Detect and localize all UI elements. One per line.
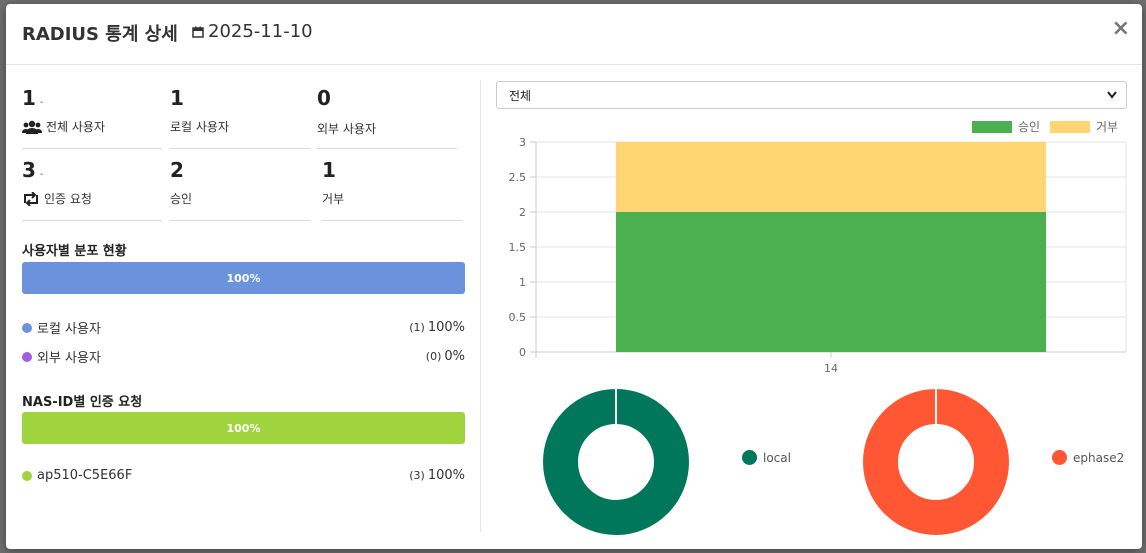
donut-chart-ephase2 (863, 389, 1009, 535)
item-count: (3) (409, 469, 425, 482)
user-dist-bar: 100% (22, 262, 465, 294)
stat-label: 인증 요청 (44, 192, 92, 206)
item-label: 로컬 사용자 (37, 322, 101, 337)
modal-title: RADIUS 통계 상세 (22, 24, 178, 45)
modal-date-text: 2025-11-10 (208, 21, 313, 42)
legend-label: ephase2 (1073, 450, 1125, 465)
stat-label: 외부 사용자 (317, 122, 377, 136)
stat-label: 거부 (322, 192, 345, 206)
donut-legend-ephase2[interactable]: ephase2 (1052, 450, 1124, 465)
stat-suffix: - (39, 169, 44, 180)
stat-value: 0 (317, 86, 331, 110)
bar-legend-approved[interactable]: 승인 (972, 118, 1040, 135)
legend-label: local (763, 450, 791, 465)
retweet-icon (24, 191, 38, 206)
y-tick-label: 0 (519, 346, 526, 359)
legend-swatch (972, 120, 1012, 133)
item-label: ap510-C5E66F (37, 468, 133, 483)
calendar-icon (192, 26, 204, 38)
close-button[interactable]: × (1111, 16, 1130, 41)
panel-divider (480, 80, 481, 532)
user-dist-item: 외부 사용자 (0) 0% (22, 347, 465, 366)
legend-dot (742, 450, 757, 465)
stat-value: 1 (170, 86, 184, 110)
modal-date: 2025-11-10 (192, 21, 313, 42)
y-tick-label: 2.5 (509, 171, 527, 184)
stat-value: 1 (22, 86, 36, 110)
stats-modal: RADIUS 통계 상세 2025-11-10 × 1- 전체 사용자 (6, 4, 1142, 549)
chevron-down-icon (1107, 91, 1117, 99)
y-tick-label: 3 (519, 136, 526, 149)
donut-legend-local[interactable]: local (742, 450, 791, 465)
users-icon (22, 120, 42, 134)
legend-label: 승인 (1018, 120, 1041, 134)
legend-dot (22, 351, 32, 362)
item-percent: 100% (427, 468, 465, 483)
stat-local-users: 1 로컬 사용자 (170, 86, 310, 149)
stacked-bar-chart: 0 0.5 1 1.5 2 2.5 3 14 (509, 136, 1127, 375)
item-label: 외부 사용자 (37, 351, 101, 366)
legend-label: 거부 (1096, 120, 1119, 134)
stat-rejected: 1 거부 (322, 158, 462, 221)
legend-dot (1052, 450, 1067, 465)
stat-total-users: 1- 전체 사용자 (22, 86, 162, 149)
item-count: (0) (425, 350, 442, 363)
nas-dist-bar: 100% (22, 412, 465, 444)
stat-label: 전체 사용자 (46, 120, 106, 134)
y-tick-label: 2 (519, 206, 526, 219)
stat-value: 1 (322, 158, 336, 182)
stat-label: 로컬 사용자 (170, 120, 230, 134)
stat-approved: 2 승인 (170, 158, 310, 221)
legend-dot (22, 322, 32, 333)
x-tick-label: 14 (824, 362, 838, 375)
stat-external-users: 0 외부 사용자 (317, 86, 457, 149)
nas-dist-title: NAS-ID별 인증 요청 (22, 395, 143, 410)
legend-dot (22, 470, 32, 481)
y-tick-label: 1.5 (509, 241, 527, 254)
filter-select[interactable]: 전체 (496, 81, 1127, 109)
stat-label: 승인 (170, 192, 193, 206)
y-tick-label: 1 (519, 276, 526, 289)
nas-dist-item: ap510-C5E66F (3) 100% (22, 468, 465, 483)
bar-legend-rejected[interactable]: 거부 (1050, 118, 1118, 135)
stat-suffix: - (39, 97, 44, 108)
item-count: (1) (409, 321, 425, 334)
stat-auth-requests: 3- 인증 요청 (22, 158, 162, 221)
legend-swatch (1050, 120, 1090, 133)
bar-segment-거부 (615, 142, 1047, 212)
filter-selected: 전체 (509, 88, 532, 103)
donut-chart-local (543, 389, 689, 535)
user-dist-title: 사용자별 분포 현황 (22, 244, 127, 259)
stat-value: 2 (170, 158, 184, 182)
bar-segment-승인 (615, 212, 1047, 352)
item-percent: 0% (444, 349, 465, 364)
user-dist-item: 로컬 사용자 (1) 100% (22, 318, 465, 337)
modal-header: RADIUS 통계 상세 2025-11-10 × (6, 4, 1142, 65)
item-percent: 100% (427, 320, 465, 335)
y-tick-label: 0.5 (509, 311, 527, 324)
stat-value: 3 (22, 158, 36, 182)
